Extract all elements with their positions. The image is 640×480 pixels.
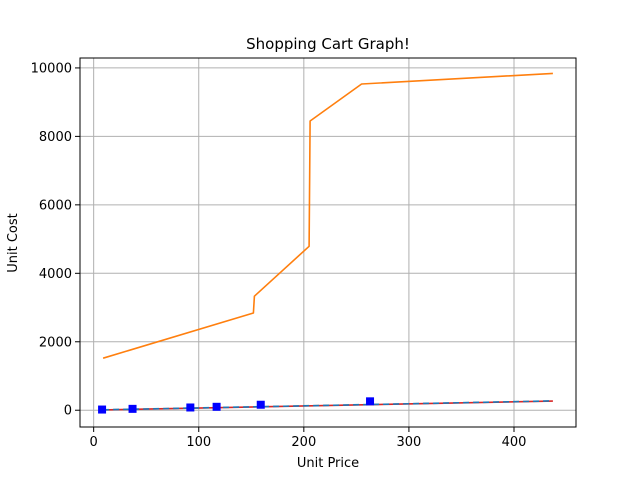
x-tick-label: 400 bbox=[502, 435, 527, 450]
x-tick-label: 100 bbox=[186, 435, 211, 450]
y-tick-label: 0 bbox=[64, 404, 72, 419]
series-3-point bbox=[366, 397, 375, 406]
series-layer bbox=[98, 72, 553, 414]
series-0-line bbox=[102, 72, 553, 359]
series-3-point bbox=[98, 405, 107, 414]
y-axis-label: Unit Cost bbox=[6, 213, 21, 273]
y-tick-label: 4000 bbox=[39, 267, 72, 282]
y-tick-label: 8000 bbox=[39, 130, 72, 145]
y-tick-label: 2000 bbox=[39, 335, 72, 350]
series-3-point bbox=[212, 402, 221, 411]
x-tick-label: 0 bbox=[90, 435, 98, 450]
x-tick-label: 300 bbox=[397, 435, 422, 450]
series-3-point bbox=[186, 403, 195, 412]
x-tick-label: 200 bbox=[291, 435, 316, 450]
series-3-point bbox=[128, 404, 137, 413]
grid bbox=[80, 58, 576, 427]
plot-frame bbox=[79, 57, 577, 428]
y-tick-label: 6000 bbox=[39, 198, 72, 213]
y-tick-label: 10000 bbox=[31, 61, 72, 76]
series-2-line bbox=[103, 400, 553, 411]
chart-title: Shopping Cart Graph! bbox=[246, 35, 410, 53]
x-axis-label: Unit Price bbox=[297, 456, 359, 471]
series-3-point bbox=[256, 400, 265, 409]
